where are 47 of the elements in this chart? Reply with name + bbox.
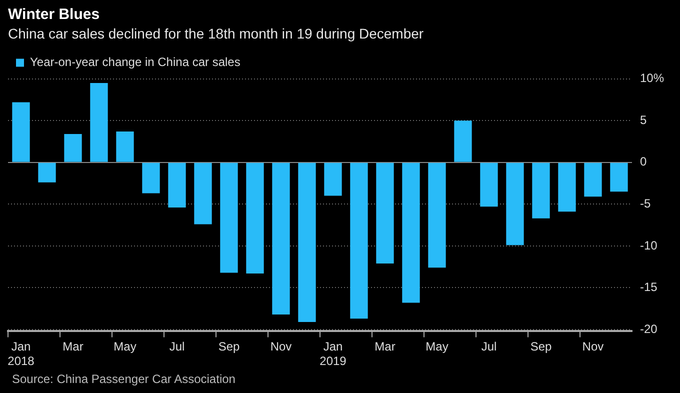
bar [142,162,160,194]
bar [194,162,212,224]
y-tick-label: 10% [640,71,664,86]
x-tick-label: May [114,340,136,354]
chart-title: Winter Blues [8,6,100,24]
bar [116,131,134,162]
x-tick-label: Sep [530,340,552,354]
y-tick-label: 0 [640,154,647,169]
y-tick-label: -15 [640,280,658,294]
bar [584,162,602,197]
x-tick-label: Nov [270,340,292,354]
bar [610,162,628,192]
bar [90,82,108,162]
bar [480,162,498,207]
bar [246,162,264,274]
bar [350,162,368,319]
x-tick-label: Sep [218,340,240,354]
source-note: Source: China Passenger Car Association [12,372,236,386]
bar [12,102,30,162]
x-tick-label: Jan 2019 [320,340,347,368]
y-tick-label: 5 [640,112,647,127]
x-tick-label: Jul [481,340,497,354]
bar [506,162,524,246]
bar [168,162,186,208]
bar [298,162,316,322]
x-tick-label: Mar [374,340,396,354]
bar [38,162,56,182]
x-tick-label: Nov [582,340,604,354]
bar [532,162,550,218]
bar [428,162,446,268]
bar [376,162,394,264]
bar [558,162,576,212]
x-tick-label: Jul [169,340,185,354]
bar [454,120,472,162]
bar [402,162,420,303]
x-tick-label: Mar [62,340,84,354]
x-tick-label: May [426,340,448,354]
y-tick-label: -10 [640,238,658,252]
legend-label: Year-on-year change in China car sales [30,55,240,70]
bar [220,162,238,273]
x-tick-label: Jan 2018 [8,340,35,368]
bar [324,162,342,196]
chart-subtitle: China car sales declined for the 18th month in 19 during December [8,25,424,42]
bar [64,134,82,162]
y-tick-label: -5 [640,196,651,210]
bar [272,162,290,314]
y-tick-label: -20 [640,322,658,336]
